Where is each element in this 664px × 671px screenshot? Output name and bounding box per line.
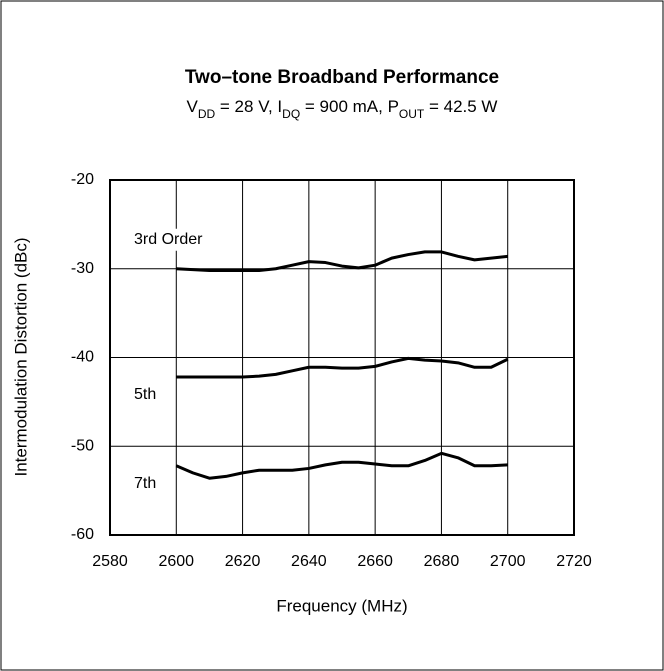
subscript: DD xyxy=(198,107,216,121)
subscript: OUT xyxy=(399,107,425,121)
plot-border xyxy=(109,179,575,536)
subtitle-part: = 28 V, I xyxy=(215,97,282,116)
x-tick-label: 2720 xyxy=(556,553,592,570)
chart-title: Two–tone Broadband Performance xyxy=(185,67,499,88)
x-tick-label: 2600 xyxy=(158,553,194,570)
y-axis-title: Intermodulation Distortion (dBc) xyxy=(11,237,30,476)
y-tick-label: -60 xyxy=(71,526,94,543)
x-tick-label: 2680 xyxy=(424,553,460,570)
y-tick-label: -50 xyxy=(71,437,94,454)
series-label: 3rd Order xyxy=(134,231,203,248)
series-label: 5th xyxy=(134,386,156,403)
series-line xyxy=(176,356,509,379)
x-axis-title: Frequency (MHz) xyxy=(276,596,407,615)
series-line xyxy=(175,451,508,480)
series-line xyxy=(176,250,508,273)
x-tick-label: 2700 xyxy=(490,553,526,570)
subtitle-part: = 900 mA, P xyxy=(300,97,399,116)
label-bg xyxy=(130,472,170,495)
series-label: 7th xyxy=(134,475,156,492)
label-bg xyxy=(130,228,242,251)
x-tick-label: 2640 xyxy=(291,553,327,570)
label-bg xyxy=(130,384,170,407)
y-tick-label: -40 xyxy=(71,349,94,366)
chart-subtitle: VDD = 28 V, IDQ = 900 mA, POUT = 42.5 W xyxy=(187,97,498,121)
subtitle-part: V xyxy=(187,97,199,116)
x-tick-label: 2620 xyxy=(225,553,261,570)
x-tick-label: 2660 xyxy=(357,553,393,570)
x-tick-label: 2580 xyxy=(92,553,128,570)
subtitle-part: = 42.5 W xyxy=(424,97,497,116)
subscript: DQ xyxy=(282,107,300,121)
y-tick-label: -30 xyxy=(71,260,94,277)
y-tick-label: -20 xyxy=(71,171,94,188)
